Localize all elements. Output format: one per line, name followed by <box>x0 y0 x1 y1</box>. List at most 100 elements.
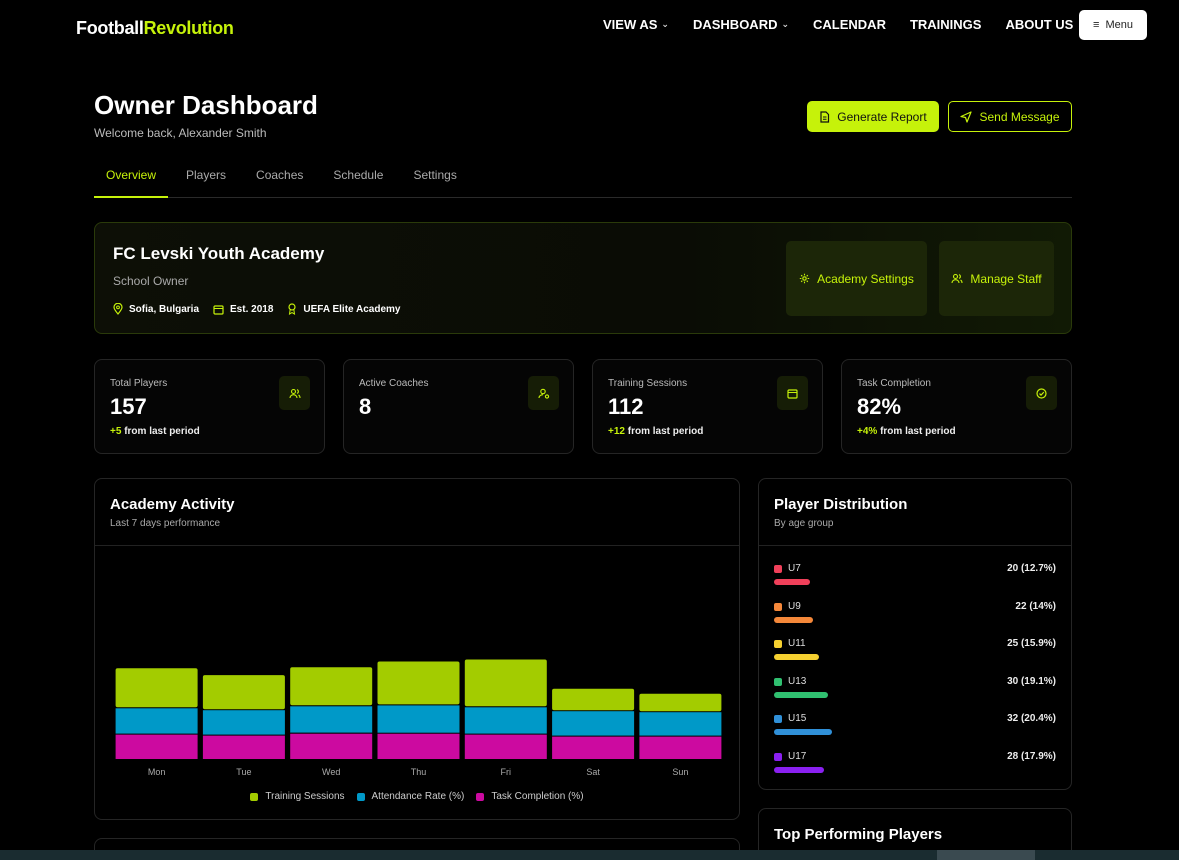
horizontal-scrollbar[interactable] <box>0 850 1179 860</box>
chevron-down-icon: ⌄ <box>661 19 669 29</box>
logo[interactable]: FootballRevolution <box>76 18 234 39</box>
tab-overview[interactable]: Overview <box>94 160 169 198</box>
nav-link-dashboard[interactable]: DASHBOARD ⌄ <box>693 17 789 32</box>
group-value: 28 (17.9%) <box>1007 751 1056 762</box>
stat-change-value: +12 <box>608 426 625 437</box>
legend-label: Attendance Rate (%) <box>371 791 465 802</box>
bar-tue-0[interactable] <box>202 735 285 759</box>
stat-label: Active Coaches <box>359 378 429 389</box>
stat-value: 82% <box>857 394 902 419</box>
academy-activity-panel: Academy Activity Last 7 days performance… <box>94 478 740 820</box>
distribution-row-u17: U17 28 (17.9%) <box>774 751 1056 781</box>
distribution-title: Player Distribution <box>774 496 908 513</box>
nav-link-label: CALENDAR <box>813 17 886 32</box>
activity-subtitle: Last 7 days performance <box>110 518 221 529</box>
bar-fri-1[interactable] <box>464 707 547 734</box>
bar-mon-0[interactable] <box>115 734 198 759</box>
group-bar <box>774 579 810 585</box>
top-players-title: Top Performing Players <box>774 826 943 843</box>
stat-change-suffix: from last period <box>627 426 704 437</box>
established-text: Est. 2018 <box>230 303 274 315</box>
academy-settings-button[interactable]: Academy Settings <box>786 241 927 316</box>
manage-staff-button[interactable]: Manage Staff <box>939 241 1054 316</box>
generate-report-button[interactable]: Generate Report <box>807 101 939 132</box>
activity-chart: Mon Tue Wed Thu Fri Sat Sun <box>115 659 722 777</box>
group-bar <box>774 691 828 698</box>
logo-text-a: Football <box>76 18 144 38</box>
nav-link-view-as[interactable]: VIEW AS ⌄ <box>603 17 669 32</box>
send-message-button[interactable]: Send Message <box>948 101 1072 132</box>
group-color-dot <box>774 715 782 724</box>
bar-thu-1[interactable] <box>377 705 460 733</box>
tab-players[interactable]: Players <box>186 168 227 182</box>
panel-divider <box>759 545 1071 546</box>
bar-sat-1[interactable] <box>552 711 635 736</box>
bar-sun-2[interactable] <box>639 693 722 712</box>
panel-divider <box>95 545 739 546</box>
stat-change-value: +4% <box>857 426 878 437</box>
nav-link-about-us[interactable]: ABOUT US <box>1005 17 1073 32</box>
group-name: U17 <box>788 751 807 762</box>
academy-location: Sofia, Bulgaria <box>113 303 199 315</box>
bar-sun-0[interactable] <box>639 736 722 759</box>
bar-mon-2[interactable] <box>115 668 198 708</box>
tab-settings[interactable]: Settings <box>413 168 457 182</box>
distribution-subtitle: By age group <box>774 518 834 529</box>
scrollbar-thumb[interactable] <box>937 850 1035 860</box>
group-bar <box>774 654 819 661</box>
bar-sat-2[interactable] <box>552 688 635 711</box>
academy-established: Est. 2018 <box>213 303 273 315</box>
menu-button[interactable]: ≡ Menu <box>1079 10 1147 40</box>
nav-link-label: VIEW AS <box>603 17 658 32</box>
top-nav: FootballRevolution VIEW AS ⌄ DASHBOARD ⌄ CAL… <box>0 0 1179 52</box>
send-icon <box>960 110 973 123</box>
group-bar <box>774 616 813 623</box>
stat-value: 8 <box>359 394 372 419</box>
academy-card: FC Levski Youth Academy School Owner Sof… <box>94 222 1072 334</box>
bar-wed-0[interactable] <box>290 733 373 759</box>
academy-meta: Sofia, Bulgaria Est. 2018 UEFA Elite Aca… <box>113 303 400 315</box>
calendar-icon <box>213 304 224 315</box>
bar-fri-0[interactable] <box>464 734 547 759</box>
stat-change-suffix: from last period <box>880 426 956 437</box>
tab-coaches[interactable]: Coaches <box>256 168 304 182</box>
distribution-row-u9: U9 22 (14%) <box>774 601 1056 631</box>
group-name: U7 <box>788 563 801 574</box>
send-message-label: Send Message <box>979 109 1060 124</box>
bar-sat-0[interactable] <box>552 736 635 759</box>
tab-schedule[interactable]: Schedule <box>333 168 384 182</box>
file-icon <box>820 110 830 123</box>
legend-item[interactable]: Attendance Rate (%) <box>356 791 465 802</box>
bar-thu-0[interactable] <box>377 733 460 759</box>
bar-thu-2[interactable] <box>377 661 460 705</box>
group-name: U13 <box>788 675 807 687</box>
legend-label: Task Completion (%) <box>491 791 584 802</box>
legend-item[interactable]: Training Sessions <box>250 791 345 802</box>
group-value: 25 (15.9%) <box>1007 638 1056 650</box>
bar-wed-1[interactable] <box>290 706 373 733</box>
bar-wed-2[interactable] <box>290 667 373 706</box>
chevron-down-icon: ⌄ <box>781 19 790 29</box>
x-tick-label: Sat <box>586 767 600 777</box>
logo-text-b: Revolution <box>143 18 234 38</box>
page-title: Owner Dashboard <box>94 90 318 120</box>
group-color-dot <box>774 640 782 649</box>
award-icon <box>288 303 296 315</box>
group-color-dot <box>774 565 782 573</box>
academy-accreditation: UEFA Elite Academy <box>287 303 400 315</box>
stat-card-task-completion: Task Completion 82% +4% from last period <box>841 359 1072 454</box>
stat-card-active-coaches: Active Coaches 8 <box>343 359 574 454</box>
legend-label: Training Sessions <box>265 791 345 802</box>
bar-sun-1[interactable] <box>639 712 722 736</box>
stat-change-suffix: from last period <box>124 426 200 437</box>
distribution-row-u7: U7 20 (12.7%) <box>774 563 1056 593</box>
nav-link-trainings[interactable]: TRAININGS <box>910 17 982 32</box>
manage-staff-label: Manage Staff <box>970 271 1042 286</box>
bar-mon-1[interactable] <box>115 708 198 734</box>
bar-fri-2[interactable] <box>464 659 547 707</box>
bar-tue-1[interactable] <box>202 710 285 735</box>
nav-link-calendar[interactable]: CALENDAR <box>813 17 886 32</box>
group-name: U9 <box>788 600 801 612</box>
bar-tue-2[interactable] <box>202 675 285 710</box>
legend-item[interactable]: Task Completion (%) <box>476 791 584 802</box>
